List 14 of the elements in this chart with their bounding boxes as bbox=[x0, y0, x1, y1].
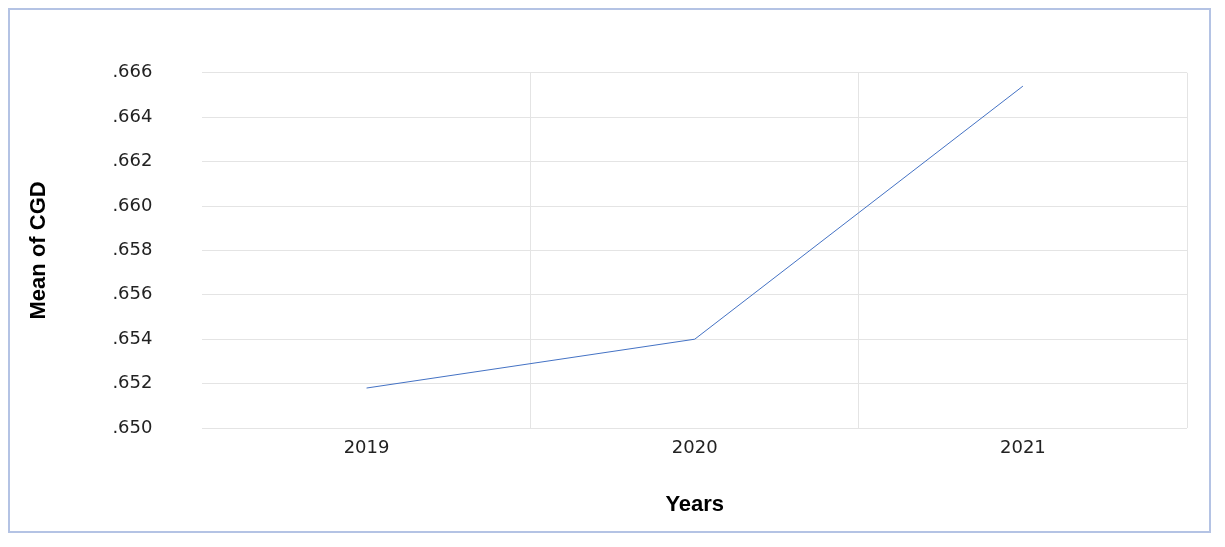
x-tick-label: 2019 bbox=[343, 436, 390, 458]
x-tick-label: 2021 bbox=[1000, 436, 1046, 458]
y-tick-label: .664 bbox=[112, 104, 153, 126]
y-tick-label: .658 bbox=[112, 238, 153, 260]
y-tick-label: .662 bbox=[112, 149, 153, 171]
y-tick-label: .654 bbox=[112, 326, 153, 348]
y-tick-label: .660 bbox=[112, 193, 153, 215]
y-tick-label: .650 bbox=[112, 415, 153, 437]
y-tick-label: .656 bbox=[112, 282, 153, 304]
y-tick-label: .666 bbox=[112, 60, 153, 82]
y-axis-title: Mean of CGD bbox=[25, 181, 51, 320]
x-axis-title: Years bbox=[665, 490, 725, 516]
y-tick-label: .652 bbox=[112, 371, 153, 393]
x-tick-label: 2020 bbox=[671, 436, 718, 458]
